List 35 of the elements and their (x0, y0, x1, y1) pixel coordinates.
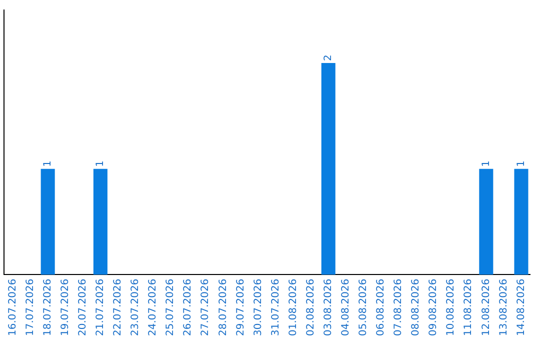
x-tick-label: 27.07.2026 (200, 278, 212, 336)
x-tick-label: 26.07.2026 (182, 278, 194, 336)
x-tick-label: 05.08.2026 (358, 278, 370, 336)
x-tick-label: 30.07.2026 (252, 278, 264, 336)
x-tick-label: 21.07.2026 (95, 278, 106, 336)
x-tick-label: 07.08.2026 (393, 278, 404, 336)
x-tick-label: 08.08.2026 (410, 278, 422, 336)
x-tick-label: 18.07.2026 (42, 278, 54, 336)
x-tick-label: 02.08.2026 (305, 278, 316, 336)
x-tick-label: 28.07.2026 (218, 278, 229, 336)
x-tick-label: 04.08.2026 (340, 278, 352, 336)
x-tick-label: 29.07.2026 (235, 278, 246, 336)
x-tick-label: 06.08.2026 (376, 278, 387, 336)
x-tick-label: 01.08.2026 (288, 278, 299, 336)
x-tick-label: 16.07.2026 (7, 278, 18, 336)
x-tick-label: 11.08.2026 (463, 278, 474, 336)
data-label: 1 (516, 160, 527, 167)
x-tick-label: 25.07.2026 (165, 278, 176, 336)
x-tick-label: 22.07.2026 (112, 278, 124, 336)
data-label: 1 (95, 160, 106, 167)
x-tick-label: 10.08.2026 (446, 278, 457, 336)
x-tick-label: 13.08.2026 (498, 278, 510, 336)
x-tick-label: 20.07.2026 (77, 278, 88, 336)
x-tick-label: 19.07.2026 (60, 278, 71, 336)
x-tick-label: 14.08.2026 (516, 278, 527, 336)
data-label: 1 (480, 160, 492, 167)
x-tick-label: 31.07.2026 (270, 278, 282, 336)
x-tick-label: 23.07.2026 (130, 278, 142, 336)
x-tick-label: 12.08.2026 (480, 278, 492, 336)
data-label: 1 (42, 160, 54, 167)
data-label: 2 (322, 54, 334, 61)
x-tick-label: 17.07.2026 (24, 278, 36, 336)
x-tick-label: 24.07.2026 (148, 278, 159, 336)
x-tick-label: 09.08.2026 (428, 278, 440, 336)
x-tick-label: 03.08.2026 (322, 278, 334, 336)
